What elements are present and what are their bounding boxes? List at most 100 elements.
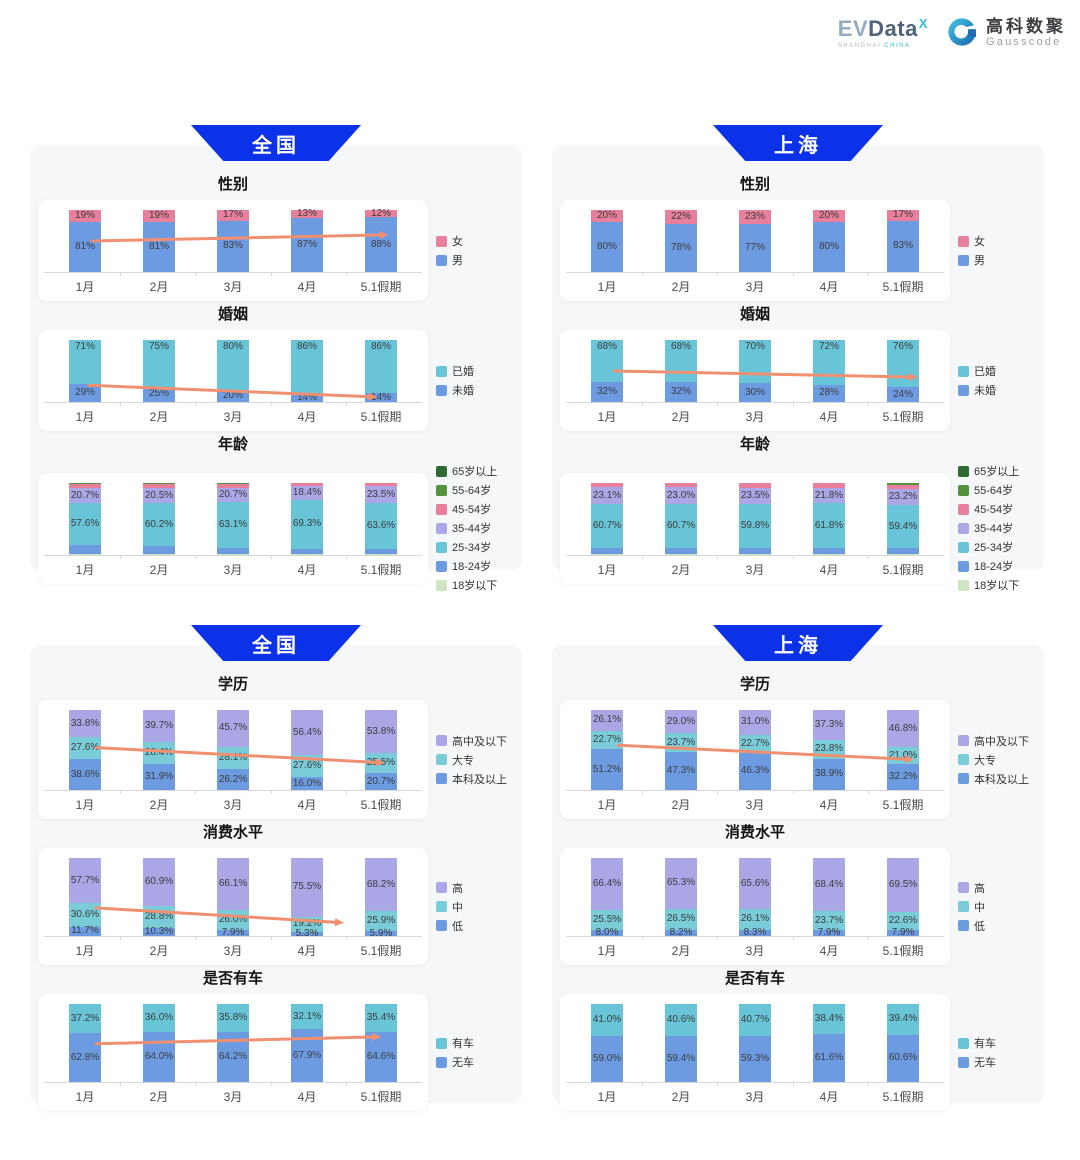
bar-segment-高中及以下[interactable]: 45.7% xyxy=(217,710,249,747)
bar-segment-高[interactable]: 66.1% xyxy=(217,858,249,910)
bar-segment-本科及以上[interactable]: 16.0% xyxy=(291,777,323,790)
bar-segment-男[interactable]: 83% xyxy=(887,220,919,272)
bar-segment-无车[interactable]: 59.4% xyxy=(665,1035,697,1082)
bar-segment-18-24岁[interactable] xyxy=(69,544,101,555)
legend-item-低[interactable]: 低 xyxy=(958,918,1036,934)
bar-segment-无车[interactable]: 59.3% xyxy=(739,1035,771,1082)
legend-item-已婚[interactable]: 已婚 xyxy=(436,363,514,379)
bar-segment-高中及以下[interactable]: 46.8% xyxy=(887,710,919,748)
bar-segment-女[interactable]: 22% xyxy=(665,210,697,224)
bar-segment-无车[interactable]: 62.8% xyxy=(69,1033,101,1082)
bar-segment-本科及以上[interactable]: 26.2% xyxy=(217,769,249,790)
legend-item-未婚[interactable]: 未婚 xyxy=(436,382,514,398)
bar-segment-18-24岁[interactable] xyxy=(887,548,919,555)
legend-item-无车[interactable]: 无车 xyxy=(958,1054,1036,1070)
bar-segment-45-54岁[interactable] xyxy=(591,483,623,488)
bar-segment-55-64岁[interactable] xyxy=(291,482,323,484)
bar-segment-未婚[interactable]: 32% xyxy=(591,382,623,402)
bar-segment-有车[interactable]: 37.2% xyxy=(69,1004,101,1034)
bar-segment-女[interactable]: 12% xyxy=(365,208,397,218)
bar-segment-35-44岁[interactable]: 18.4% xyxy=(291,486,323,500)
legend-item-65岁以上[interactable]: 65岁以上 xyxy=(958,463,1036,479)
bar-segment-男[interactable]: 81% xyxy=(143,221,175,272)
bar-segment-大专[interactable]: 28.4% xyxy=(143,741,175,765)
bar-segment-35-44岁[interactable]: 21.8% xyxy=(813,487,845,504)
bar-segment-55-64岁[interactable] xyxy=(217,482,249,484)
legend-item-女[interactable]: 女 xyxy=(958,233,1036,249)
legend-item-无车[interactable]: 无车 xyxy=(436,1054,514,1070)
bar-segment-男[interactable]: 78% xyxy=(665,223,697,272)
bar-segment-35-44岁[interactable]: 23.1% xyxy=(591,487,623,504)
bar-segment-无车[interactable]: 64.0% xyxy=(143,1032,175,1082)
bar-segment-高中及以下[interactable]: 26.1% xyxy=(591,710,623,731)
bar-segment-女[interactable]: 19% xyxy=(69,210,101,222)
bar-segment-有车[interactable]: 36.0% xyxy=(143,1004,175,1033)
bar-segment-无车[interactable]: 60.6% xyxy=(887,1034,919,1082)
bar-segment-低[interactable]: 10.3% xyxy=(143,926,175,936)
bar-segment-25-34岁[interactable]: 60.2% xyxy=(143,502,175,547)
bar-segment-18-24岁[interactable] xyxy=(813,547,845,555)
bar-segment-高[interactable]: 65.3% xyxy=(665,858,697,909)
bar-segment-高中及以下[interactable]: 53.8% xyxy=(365,710,397,754)
bar-segment-18-24岁[interactable] xyxy=(217,547,249,555)
bar-segment-35-44岁[interactable]: 23.5% xyxy=(739,487,771,505)
bar-segment-本科及以上[interactable]: 20.7% xyxy=(365,773,397,790)
bar-segment-中[interactable]: 25.9% xyxy=(365,911,397,932)
legend-item-18岁以下[interactable]: 18岁以下 xyxy=(436,577,514,593)
bar-segment-未婚[interactable]: 25% xyxy=(143,386,175,402)
bar-segment-低[interactable]: 8.3% xyxy=(739,927,771,937)
bar-segment-中[interactable]: 23.7% xyxy=(813,911,845,930)
bar-segment-45-54岁[interactable] xyxy=(69,484,101,489)
bar-segment-已婚[interactable]: 72% xyxy=(813,340,845,385)
bar-segment-未婚[interactable]: 30% xyxy=(739,383,771,402)
bar-segment-低[interactable]: 7.9% xyxy=(217,927,249,937)
bar-segment-大专[interactable]: 21.0% xyxy=(887,747,919,765)
bar-segment-已婚[interactable]: 76% xyxy=(887,340,919,388)
bar-segment-大专[interactable]: 22.7% xyxy=(739,734,771,753)
legend-item-35-44岁[interactable]: 35-44岁 xyxy=(958,520,1036,536)
bar-segment-高中及以下[interactable]: 39.7% xyxy=(143,710,175,742)
legend-item-男[interactable]: 男 xyxy=(958,252,1036,268)
bar-segment-65岁以上[interactable] xyxy=(69,482,101,484)
bar-segment-35-44岁[interactable]: 20.7% xyxy=(69,488,101,504)
bar-segment-高[interactable]: 75.5% xyxy=(291,858,323,917)
bar-segment-有车[interactable]: 39.4% xyxy=(887,1004,919,1035)
bar-segment-55-64岁[interactable] xyxy=(591,482,623,484)
bar-segment-高[interactable]: 68.4% xyxy=(813,858,845,912)
bar-segment-高[interactable]: 65.6% xyxy=(739,858,771,910)
legend-item-中[interactable]: 中 xyxy=(436,899,514,915)
bar-segment-已婚[interactable]: 68% xyxy=(591,340,623,383)
legend-item-低[interactable]: 低 xyxy=(436,918,514,934)
legend-item-55-64岁[interactable]: 55-64岁 xyxy=(436,482,514,498)
bar-segment-大专[interactable]: 23.8% xyxy=(813,739,845,759)
legend-item-45-54岁[interactable]: 45-54岁 xyxy=(958,501,1036,517)
bar-segment-55-64岁[interactable] xyxy=(665,482,697,484)
legend-item-有车[interactable]: 有车 xyxy=(436,1035,514,1051)
bar-segment-低[interactable]: 5.3% xyxy=(291,928,323,938)
bar-segment-中[interactable]: 26.5% xyxy=(665,908,697,930)
bar-segment-55-64岁[interactable] xyxy=(143,482,175,484)
bar-segment-25-34岁[interactable]: 60.7% xyxy=(665,503,697,548)
bar-segment-男[interactable]: 80% xyxy=(591,222,623,272)
bar-segment-本科及以上[interactable]: 46.3% xyxy=(739,752,771,790)
legend-item-男[interactable]: 男 xyxy=(436,252,514,268)
bar-segment-55-64岁[interactable] xyxy=(887,482,919,485)
bar-segment-45-54岁[interactable] xyxy=(813,483,845,488)
bar-segment-高中及以下[interactable]: 56.4% xyxy=(291,710,323,756)
legend-item-中[interactable]: 中 xyxy=(958,899,1036,915)
bar-segment-已婚[interactable]: 86% xyxy=(365,340,397,394)
bar-segment-未婚[interactable]: 24% xyxy=(887,387,919,402)
bar-segment-大专[interactable]: 27.6% xyxy=(69,737,101,760)
bar-segment-55-64岁[interactable] xyxy=(69,483,101,485)
bar-segment-25-34岁[interactable]: 59.8% xyxy=(739,504,771,548)
legend-item-高[interactable]: 高 xyxy=(958,880,1036,896)
legend-item-有车[interactable]: 有车 xyxy=(958,1035,1036,1051)
bar-segment-高[interactable]: 69.5% xyxy=(887,858,919,913)
bar-segment-18-24岁[interactable] xyxy=(365,548,397,555)
bar-segment-本科及以上[interactable]: 32.2% xyxy=(887,764,919,790)
bar-segment-中[interactable]: 28.8% xyxy=(143,905,175,928)
bar-segment-无车[interactable]: 67.9% xyxy=(291,1029,323,1082)
bar-segment-已婚[interactable]: 68% xyxy=(665,340,697,383)
bar-segment-有车[interactable]: 32.1% xyxy=(291,1004,323,1030)
bar-segment-男[interactable]: 88% xyxy=(365,217,397,272)
